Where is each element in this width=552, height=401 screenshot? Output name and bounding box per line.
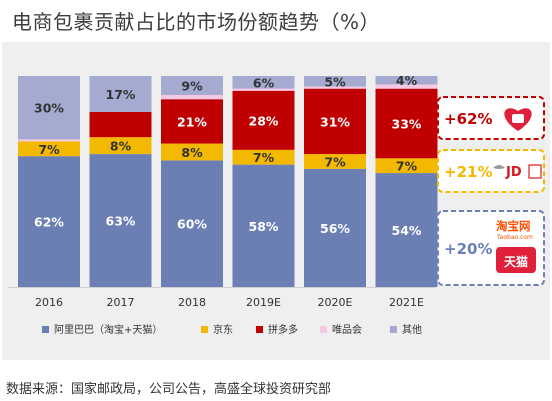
x-tick-label: 2017: [107, 296, 135, 309]
taobao-logo-subtext: Taobao.com: [496, 234, 533, 241]
legend-label: 其他: [402, 323, 422, 336]
bar-segment: [18, 139, 80, 142]
data-label: 62%: [34, 215, 64, 230]
bars-layer: [18, 76, 438, 287]
legend: 阿里巴巴（淘宝+天猫） 京东 拼多多 唯品会 其他: [42, 323, 422, 336]
source-note: 数据来源：国家邮政局，公司公告，高盛全球投资研究部: [6, 382, 332, 397]
chart-title: 电商包裹贡献占比的市场份额趋势（%）: [12, 10, 381, 34]
data-labels-layer: 62% 7% 30% 63% 8% 17% 60% 8% 21% 9% 58% 7% 28% 6% 56% 7…: [34, 73, 422, 238]
bar-segment: [304, 88, 366, 155]
annotation-label: +21%: [444, 163, 492, 181]
legend-label: 阿里巴巴（淘宝+天猫）: [54, 323, 162, 336]
data-label: 7%: [253, 150, 275, 165]
data-label: 31%: [320, 114, 350, 129]
x-tick-label: 2019E: [246, 296, 281, 309]
x-tick-label: 2021E: [389, 296, 424, 309]
bar-segment: [375, 173, 438, 287]
legend-swatch: [256, 326, 263, 333]
data-label: 8%: [110, 139, 132, 154]
bar-segment: [18, 141, 80, 157]
bar-segment: [89, 154, 152, 287]
x-tick-label: 2020E: [318, 296, 353, 309]
data-label: 6%: [253, 75, 275, 90]
jd-dog-icon: [493, 165, 505, 169]
bar-segment: [375, 76, 438, 85]
jd-logo-text: JD: [505, 165, 522, 180]
data-label: 7%: [324, 154, 346, 169]
legend-label: 京东: [213, 323, 233, 336]
data-label: 21%: [177, 114, 207, 129]
data-label: 7%: [396, 159, 418, 174]
data-label: 33%: [392, 116, 422, 131]
bar-segment: [161, 99, 223, 144]
bar-segment: [161, 143, 223, 161]
bar-segment: [232, 164, 295, 287]
legend-swatch: [201, 326, 208, 333]
pinduoduo-logo-face-icon: [512, 114, 524, 123]
bar-segment: [304, 154, 366, 169]
bar-segment: [375, 84, 438, 89]
data-label: 9%: [181, 78, 203, 93]
data-label: 63%: [106, 214, 136, 229]
bar-segment: [375, 88, 438, 159]
bar-segment: [232, 149, 295, 165]
data-label: 7%: [38, 142, 60, 157]
bar-segment: [375, 158, 438, 174]
data-label: 60%: [177, 217, 207, 232]
bar-segment: [232, 90, 295, 150]
bar-segment: [89, 137, 152, 155]
legend-swatch: [320, 326, 327, 333]
bar-segment: [89, 111, 152, 138]
data-label: 30%: [34, 101, 64, 116]
legend-label: 拼多多: [268, 323, 298, 336]
bar-segment: [89, 76, 152, 112]
x-tick-label: 2018: [178, 296, 206, 309]
tmall-logo-text: 天猫: [504, 254, 528, 269]
bar-segment: [18, 76, 80, 140]
data-label: 8%: [181, 145, 203, 160]
data-label: 54%: [392, 223, 422, 238]
bar-segment: [232, 88, 295, 91]
bar-segment: [232, 76, 295, 89]
data-label: 17%: [106, 87, 136, 102]
bar-segment: [304, 168, 366, 287]
data-label: 58%: [249, 219, 279, 234]
bar-segment: [161, 76, 223, 95]
bar-segment: [304, 76, 366, 87]
data-label: 5%: [324, 74, 346, 89]
data-label: 4%: [396, 73, 418, 88]
legend-swatch: [42, 326, 49, 333]
x-axis-ticks: 2016 2017 2018 2019E 2020E 2021E: [8, 287, 436, 309]
data-label: 56%: [320, 221, 350, 236]
tmall-logo-icon: [496, 247, 536, 273]
bar-segment: [18, 156, 80, 287]
legend-swatch: [390, 326, 397, 333]
bar-segment: [304, 86, 366, 89]
jd-logo-mark-icon: [528, 164, 542, 179]
annotation-box: [437, 149, 545, 193]
taobao-logo-text: 淘宝网: [496, 219, 531, 233]
bar-segment: [161, 160, 223, 287]
annotation-label: +20%: [444, 240, 492, 258]
bar-segment: [161, 94, 223, 100]
x-tick-label: 2016: [35, 296, 63, 309]
legend-label: 唯品会: [332, 323, 362, 336]
annotation-label: +62%: [444, 110, 492, 128]
data-label: 28%: [249, 113, 279, 128]
